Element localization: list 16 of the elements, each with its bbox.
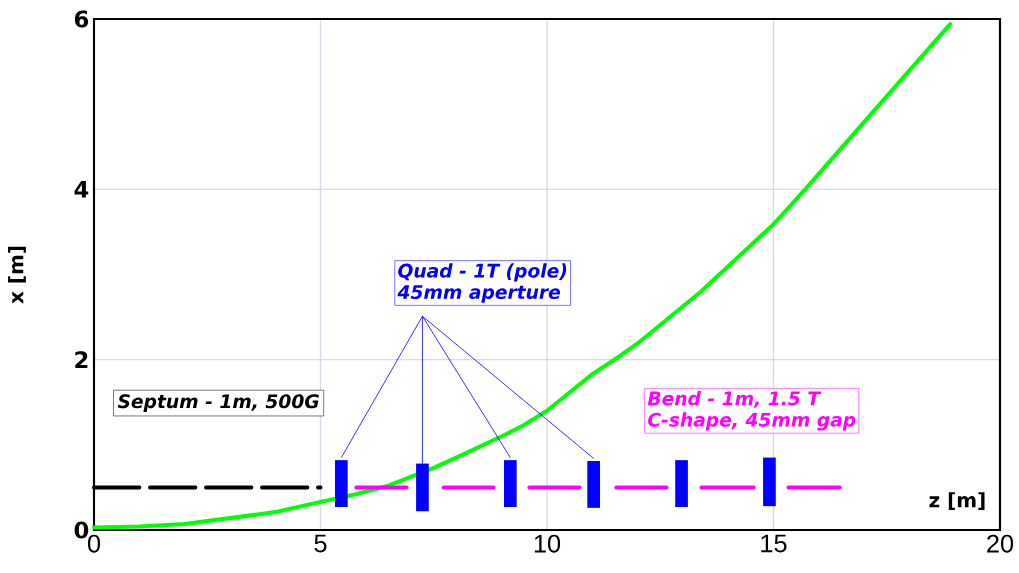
y-axis-title: x [m] xyxy=(8,246,26,304)
annotation: Septum - 1m, 500G xyxy=(117,394,319,412)
x-tick-label: 10 xyxy=(534,534,561,553)
x-tick-label: 5 xyxy=(314,534,327,553)
annotation: Quad - 1T (pole) xyxy=(398,263,567,282)
y-tick-label: 0 xyxy=(74,521,89,539)
y-tick-label: 6 xyxy=(74,10,89,28)
annotation: 45mm aperture xyxy=(397,285,561,303)
annotation: Bend - 1m, 1.5 T xyxy=(647,390,822,408)
y-tick-label: 4 xyxy=(74,181,89,198)
x-tick-label: 0 xyxy=(87,534,101,553)
annotation: C-shape, 45mm gap xyxy=(648,412,856,431)
x-tick-label: 15 xyxy=(761,534,787,553)
x-tick-label: 20 xyxy=(987,534,1014,553)
x-axis-title: z [m] xyxy=(929,492,985,510)
y-tick-label: 2 xyxy=(75,351,88,369)
